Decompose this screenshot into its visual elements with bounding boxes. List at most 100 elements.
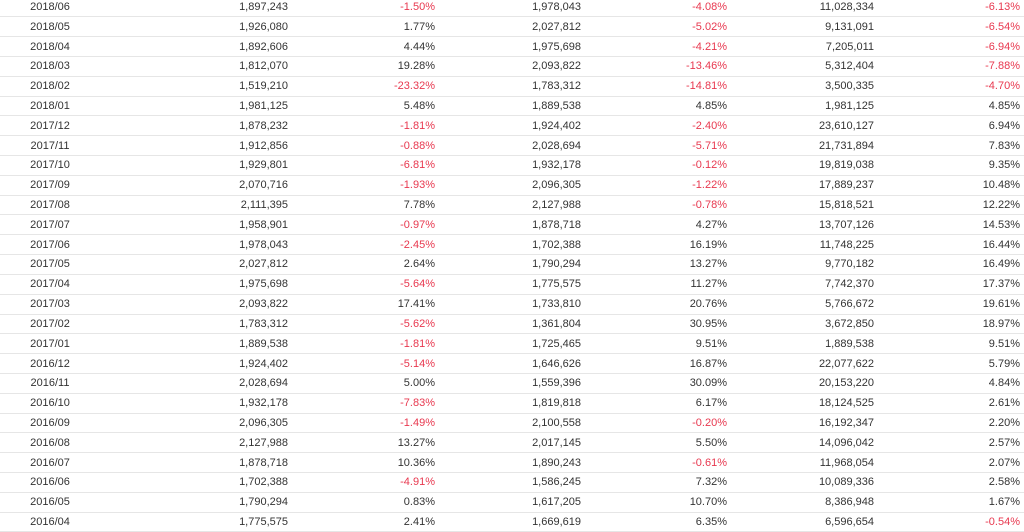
month-cell: 2017/02 (30, 317, 70, 330)
change-cell: -4.70% (985, 80, 1020, 93)
change-cell: 12.22% (982, 199, 1020, 212)
table-row: 2017/01 1,889,538 -1.81% 1,725,465 9.51% 1,88… (0, 334, 1024, 354)
month-cell: 2016/11 (30, 377, 70, 390)
value-cell: 1,775,575 (532, 278, 581, 291)
change-cell: 7.83% (988, 139, 1020, 152)
value-cell: 2,096,305 (239, 416, 288, 429)
value-cell: 1,783,312 (239, 317, 288, 330)
value-cell: 1,978,043 (532, 0, 581, 13)
change-cell: 5.50% (695, 436, 727, 449)
change-cell: 11.27% (690, 278, 728, 291)
value-cell: 1,932,178 (239, 397, 288, 410)
value-cell: 20,153,220 (818, 377, 874, 390)
value-cell: 1,926,080 (239, 20, 288, 33)
change-cell: 9.51% (695, 337, 727, 350)
change-cell: -1.81% (400, 337, 435, 350)
value-cell: 1,912,856 (239, 139, 288, 152)
month-cell: 2017/03 (30, 298, 70, 311)
change-cell: -14.81% (686, 80, 727, 93)
value-cell: 1,981,125 (239, 99, 288, 112)
value-cell: 2,028,694 (239, 377, 288, 390)
value-cell: 1,733,810 (532, 298, 581, 311)
value-cell: 3,672,850 (825, 317, 874, 330)
change-cell: 4.85% (695, 99, 727, 112)
value-cell: 2,027,812 (532, 20, 581, 33)
table-row: 2016/07 1,878,718 10.36% 1,890,243 -0.61% 11,… (0, 453, 1024, 473)
month-cell: 2017/06 (30, 238, 70, 251)
change-cell: 2.61% (988, 397, 1020, 410)
month-cell: 2016/04 (30, 516, 70, 529)
value-cell: 1,889,538 (239, 337, 288, 350)
table-row: 2016/12 1,924,402 -5.14% 1,646,626 16.87% 22,… (0, 354, 1024, 374)
change-cell: -1.22% (692, 179, 727, 192)
change-cell: 6.35% (695, 516, 727, 529)
change-cell: 1.67% (988, 496, 1020, 509)
change-cell: 16.87% (689, 357, 727, 370)
month-cell: 2017/04 (30, 278, 70, 291)
value-cell: 1,958,901 (239, 218, 288, 231)
value-cell: 10,089,336 (818, 476, 874, 489)
change-cell: 4.27% (695, 218, 727, 231)
value-cell: 1,519,210 (239, 80, 288, 93)
table-row: 2017/02 1,783,312 -5.62% 1,361,804 30.95% 3,6… (0, 314, 1024, 334)
value-cell: 1,617,205 (532, 496, 581, 509)
table-row: 2017/12 1,878,232 -1.81% 1,924,402 -2.40% 23,… (0, 116, 1024, 136)
value-cell: 11,028,334 (819, 0, 874, 13)
value-cell: 1,878,232 (239, 119, 288, 132)
month-cell: 2017/12 (30, 119, 70, 132)
change-cell: 17.37% (982, 278, 1020, 291)
change-cell: -0.61% (692, 456, 727, 469)
change-cell: -13.46% (686, 60, 727, 73)
value-cell: 1,702,388 (532, 238, 581, 251)
change-cell: 2.20% (988, 416, 1020, 429)
change-cell: -0.97% (400, 218, 435, 231)
change-cell: -5.71% (692, 139, 727, 152)
change-cell: -1.81% (400, 119, 435, 132)
change-cell: -6.54% (985, 20, 1020, 33)
change-cell: 16.49% (982, 258, 1020, 271)
table-row: 2016/06 1,702,388 -4.91% 1,586,245 7.32% 10,0… (0, 473, 1024, 493)
change-cell: 6.94% (988, 119, 1020, 132)
change-cell: 10.70% (689, 496, 727, 509)
value-cell: 1,889,538 (825, 337, 874, 350)
month-cell: 2016/10 (30, 397, 70, 410)
month-cell: 2018/06 (30, 0, 70, 13)
table-row: 2016/10 1,932,178 -7.83% 1,819,818 6.17% 18,1… (0, 393, 1024, 414)
value-cell: 13,707,126 (818, 218, 874, 231)
table-row: 2018/02 1,519,210 -23.32% 1,783,312 -14.81% 3… (0, 76, 1024, 97)
value-cell: 1,981,125 (825, 99, 874, 112)
change-cell: -6.13% (985, 0, 1020, 13)
value-cell: 7,205,011 (825, 40, 874, 53)
month-cell: 2016/07 (30, 456, 70, 469)
value-cell: 2,028,694 (532, 139, 581, 152)
change-cell: 20.76% (689, 298, 727, 311)
value-cell: 2,096,305 (532, 179, 581, 192)
value-cell: 2,070,716 (239, 179, 288, 192)
change-cell: 2.41% (403, 516, 435, 529)
change-cell: 5.00% (403, 377, 435, 390)
change-cell: 0.83% (403, 496, 435, 509)
change-cell: 7.78% (403, 199, 435, 212)
value-cell: 8,386,948 (825, 496, 874, 509)
value-cell: 2,111,395 (240, 199, 288, 212)
table-row: 2017/09 2,070,716 -1.93% 2,096,305 -1.22% 17,… (0, 175, 1024, 196)
month-cell: 2018/05 (30, 20, 70, 33)
value-cell: 3,500,335 (825, 80, 874, 93)
change-cell: -0.54% (985, 516, 1020, 529)
value-cell: 1,702,388 (239, 476, 288, 489)
change-cell: -7.83% (400, 397, 435, 410)
value-cell: 21,731,894 (818, 139, 874, 152)
change-cell: 9.51% (988, 337, 1020, 350)
value-cell: 9,131,091 (825, 20, 874, 33)
change-cell: 2.57% (988, 436, 1020, 449)
month-cell: 2017/01 (30, 337, 70, 350)
value-cell: 1,975,698 (239, 278, 288, 291)
value-cell: 1,783,312 (532, 80, 581, 93)
table-row: 2017/06 1,978,043 -2.45% 1,702,388 16.19% 11,… (0, 235, 1024, 255)
value-cell: 5,766,672 (825, 298, 874, 311)
value-cell: 1,924,402 (532, 119, 581, 132)
change-cell: -5.62% (400, 317, 435, 330)
value-cell: 1,878,718 (239, 456, 288, 469)
